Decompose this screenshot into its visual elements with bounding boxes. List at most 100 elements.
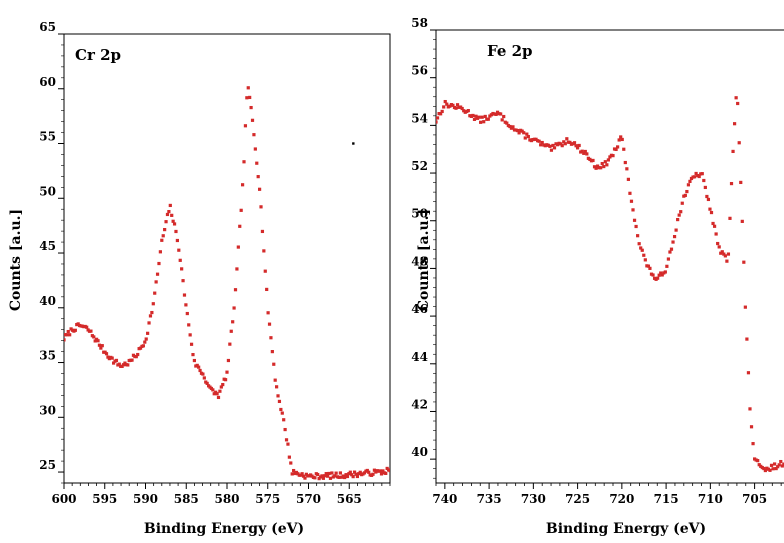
fe-2p-data-point <box>768 468 772 472</box>
cr-2p-data-point <box>182 293 187 297</box>
cr-2p-data-point <box>243 124 248 128</box>
fe-2p-data-point <box>477 115 481 119</box>
fe-2p-data-point <box>762 466 766 471</box>
fe-2p-data-point <box>442 105 446 109</box>
cr-2p-data-point <box>160 238 164 242</box>
cr-2p-data-point <box>126 363 130 367</box>
cr-2p-data-point <box>229 329 233 333</box>
cr-2p-data-point <box>276 394 280 398</box>
cr-2p-data-point <box>250 118 255 122</box>
fe-2p-data-point <box>439 112 443 116</box>
fe-2p-data-point <box>672 234 677 239</box>
cr-2p-data-point <box>365 468 369 473</box>
cr-2p-data-point <box>269 336 273 340</box>
cr-2p-data-point <box>272 362 276 366</box>
cr-2p-data-point <box>328 476 333 480</box>
fe-2p-data-point <box>711 221 715 226</box>
cr-2p-data-point <box>177 248 181 252</box>
fe-2p-data-point <box>729 181 734 186</box>
fe-2p-data-point <box>499 112 503 116</box>
cr-2p-data-point <box>316 472 320 477</box>
fe-2p-data-point <box>600 161 604 166</box>
fe-2p-data-point <box>656 276 660 280</box>
cr-2p-data-point <box>248 95 252 100</box>
cr-2p-data-point <box>150 310 154 315</box>
cr-2p-data-point <box>161 234 165 238</box>
fe-2p-y-tick-label: 40 <box>411 445 428 459</box>
cr-2p-data-point <box>303 476 307 480</box>
fe-2p-data-point <box>572 141 577 145</box>
fe-2p-data-point <box>482 120 486 124</box>
fe-2p-data-point <box>657 273 661 277</box>
cr-2p-data-point <box>283 427 287 432</box>
fe-2p-data-point <box>780 464 784 468</box>
cr-2p-data-point <box>280 411 284 415</box>
cr-2p-data-point <box>155 272 160 276</box>
fe-2p-data-point <box>623 160 627 165</box>
cr-2p-data-point <box>343 475 347 480</box>
cr-2p-data-point <box>252 133 256 137</box>
fe-2p-data-point <box>677 213 681 217</box>
fe-2p-data-point <box>702 178 706 183</box>
fe-2p-data-point <box>769 463 774 467</box>
cr-2p-data-point <box>198 368 202 373</box>
fe-2p-data-point <box>486 117 490 121</box>
cr-2p-data-point <box>146 331 150 335</box>
cr-2p-data-point <box>320 474 324 478</box>
fe-2p-data-point <box>443 99 447 104</box>
fe-2p-data-point <box>494 112 498 116</box>
cr-2p-data-point <box>157 261 161 266</box>
fe-2p-data-point <box>776 465 780 469</box>
fe-2p-data-point <box>540 140 544 145</box>
fe-2p-data-point <box>634 224 638 229</box>
cr-2p-data-point <box>164 220 168 224</box>
cr-2p-data-point <box>262 249 266 253</box>
fe-2p-data-point <box>617 138 621 142</box>
cr-2p-x-tick-label: 580 <box>214 492 239 506</box>
fe-2p-data-point <box>474 114 478 118</box>
cr-2p-data-point <box>130 358 134 362</box>
fe-2p-y-tick-label: 48 <box>411 254 428 268</box>
cr-2p-data-point <box>358 470 362 474</box>
cr-2p-data-point <box>93 339 97 343</box>
fe-2p-data-point <box>565 137 569 141</box>
cr-2p-data-point <box>362 471 367 475</box>
fe-2p-data-point <box>440 109 444 114</box>
cr-2p-data-point <box>143 340 147 344</box>
cr-2p-y-axis-label: Counts [a.u.] <box>8 209 24 311</box>
fe-2p-data-point <box>659 271 663 275</box>
fe-2p-data-point <box>631 208 635 212</box>
cr-2p-data-point <box>136 352 140 357</box>
cr-2p-x-axis-label: Binding Energy (eV) <box>144 521 304 537</box>
fe-2p-data-point <box>574 144 578 148</box>
fe-2p-y-axis-label: Counts [a.u.] <box>416 209 432 311</box>
fe-2p-data-point <box>771 467 775 471</box>
cr-2p-data-point <box>168 203 172 208</box>
cr-2p-data-point <box>110 356 114 360</box>
fe-2p-data-point <box>648 266 652 270</box>
cr-2p-data-point <box>89 329 93 333</box>
cr-2p-data-point <box>240 183 245 187</box>
cr-2p-data-point <box>381 469 385 473</box>
cr-2p-data-point <box>221 382 225 387</box>
cr-2p-data-point <box>354 472 358 476</box>
fe-2p-data-point <box>782 462 784 466</box>
cr-2p-data-point <box>233 288 238 292</box>
fe-2p-data-point <box>511 125 515 129</box>
cr-2p-data-point <box>184 303 188 307</box>
fe-2p-data-point <box>537 139 541 143</box>
fe-2p-data-point <box>436 116 440 120</box>
cr-2p-data-point <box>232 306 236 310</box>
fe-2p-data-point <box>582 151 586 155</box>
cr-2p-data-point <box>388 468 390 473</box>
fe-2p-y-tick-label: 58 <box>411 16 428 30</box>
cr-2p-data-point <box>96 339 100 343</box>
fe-2p-data-point <box>605 163 609 167</box>
fe-2p-data-point <box>716 241 720 246</box>
fe-2p-y-tick-label: 50 <box>411 207 428 221</box>
cr-2p-data-point <box>180 267 184 271</box>
fe-2p-data-point <box>466 109 470 113</box>
cr-2p-x-tick-label: 565 <box>337 492 362 506</box>
fe-2p-data-point <box>591 158 595 163</box>
